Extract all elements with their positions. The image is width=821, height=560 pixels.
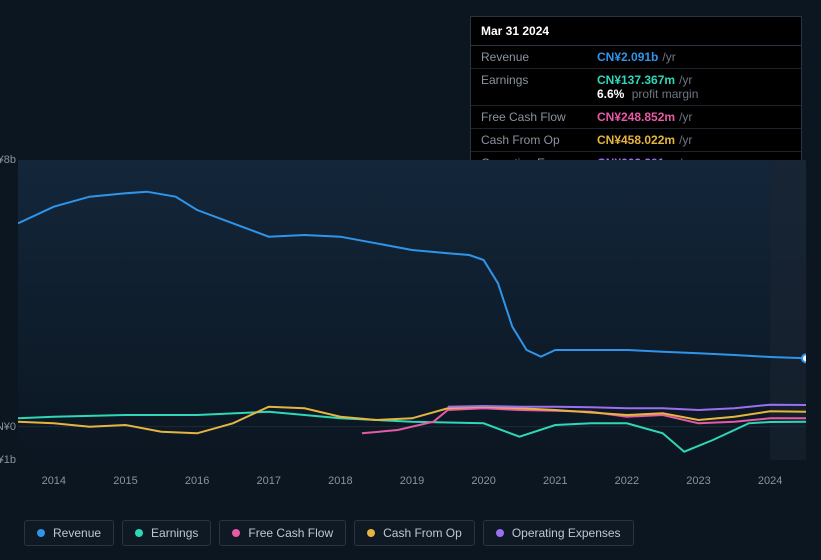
y-axis-label: -CN¥1b bbox=[0, 454, 16, 466]
legend-dot bbox=[37, 529, 45, 537]
tooltip-row: EarningsCN¥137.367m/yr6.6% profit margin bbox=[471, 69, 801, 106]
legend-dot bbox=[367, 529, 375, 537]
tooltip-row-value: CN¥248.852m bbox=[597, 110, 675, 124]
tooltip-margin: 6.6% profit margin bbox=[597, 87, 791, 101]
chart-svg[interactable] bbox=[18, 160, 806, 460]
legend-label: Cash From Op bbox=[383, 526, 462, 540]
chart-area: CN¥8b CN¥0 -CN¥1b 2014201520162017201820… bbox=[18, 160, 806, 480]
x-axis-tick: 2014 bbox=[42, 475, 66, 487]
tooltip-row: Cash From OpCN¥458.022m/yr bbox=[471, 129, 801, 152]
tooltip-row-value: CN¥137.367m bbox=[597, 73, 675, 87]
x-axis-tick: 2016 bbox=[185, 475, 209, 487]
legend: Revenue Earnings Free Cash Flow Cash From O… bbox=[24, 520, 634, 546]
legend-dot bbox=[135, 529, 143, 537]
x-axis-tick: 2018 bbox=[328, 475, 352, 487]
legend-item-revenue[interactable]: Revenue bbox=[24, 520, 114, 546]
data-tooltip: Mar 31 2024 RevenueCN¥2.091b/yrEarningsC… bbox=[470, 16, 802, 175]
tooltip-row-label: Revenue bbox=[481, 50, 597, 64]
legend-label: Operating Expenses bbox=[512, 526, 621, 540]
tooltip-row-suffix: /yr bbox=[679, 133, 692, 147]
tooltip-row-suffix: /yr bbox=[679, 73, 692, 87]
tooltip-row-value: CN¥458.022m bbox=[597, 133, 675, 147]
tooltip-row: Free Cash FlowCN¥248.852m/yr bbox=[471, 106, 801, 129]
legend-item-earnings[interactable]: Earnings bbox=[122, 520, 211, 546]
legend-item-free-cash-flow[interactable]: Free Cash Flow bbox=[219, 520, 346, 546]
x-axis-tick: 2021 bbox=[543, 475, 567, 487]
tooltip-row-label: Free Cash Flow bbox=[481, 110, 597, 124]
tooltip-row-label: Earnings bbox=[481, 73, 597, 101]
legend-item-cash-from-op[interactable]: Cash From Op bbox=[354, 520, 475, 546]
tooltip-row-label: Cash From Op bbox=[481, 133, 597, 147]
tooltip-date: Mar 31 2024 bbox=[471, 17, 801, 46]
legend-label: Earnings bbox=[151, 526, 198, 540]
tooltip-row: RevenueCN¥2.091b/yr bbox=[471, 46, 801, 69]
x-axis-tick: 2015 bbox=[113, 475, 137, 487]
x-axis-tick: 2023 bbox=[686, 475, 710, 487]
legend-item-operating-expenses[interactable]: Operating Expenses bbox=[483, 520, 634, 546]
x-axis-tick: 2022 bbox=[615, 475, 639, 487]
tooltip-row-value: CN¥2.091b bbox=[597, 50, 658, 64]
legend-dot bbox=[232, 529, 240, 537]
tooltip-row-suffix: /yr bbox=[662, 50, 675, 64]
legend-label: Revenue bbox=[53, 526, 101, 540]
tooltip-row-suffix: /yr bbox=[679, 110, 692, 124]
x-axis-tick: 2024 bbox=[758, 475, 782, 487]
legend-label: Free Cash Flow bbox=[248, 526, 333, 540]
x-axis-tick: 2020 bbox=[471, 475, 495, 487]
x-axis-tick: 2019 bbox=[400, 475, 424, 487]
y-axis-label: CN¥8b bbox=[0, 154, 16, 166]
x-axis-tick: 2017 bbox=[256, 475, 280, 487]
legend-dot bbox=[496, 529, 504, 537]
y-axis-label: CN¥0 bbox=[0, 421, 16, 433]
